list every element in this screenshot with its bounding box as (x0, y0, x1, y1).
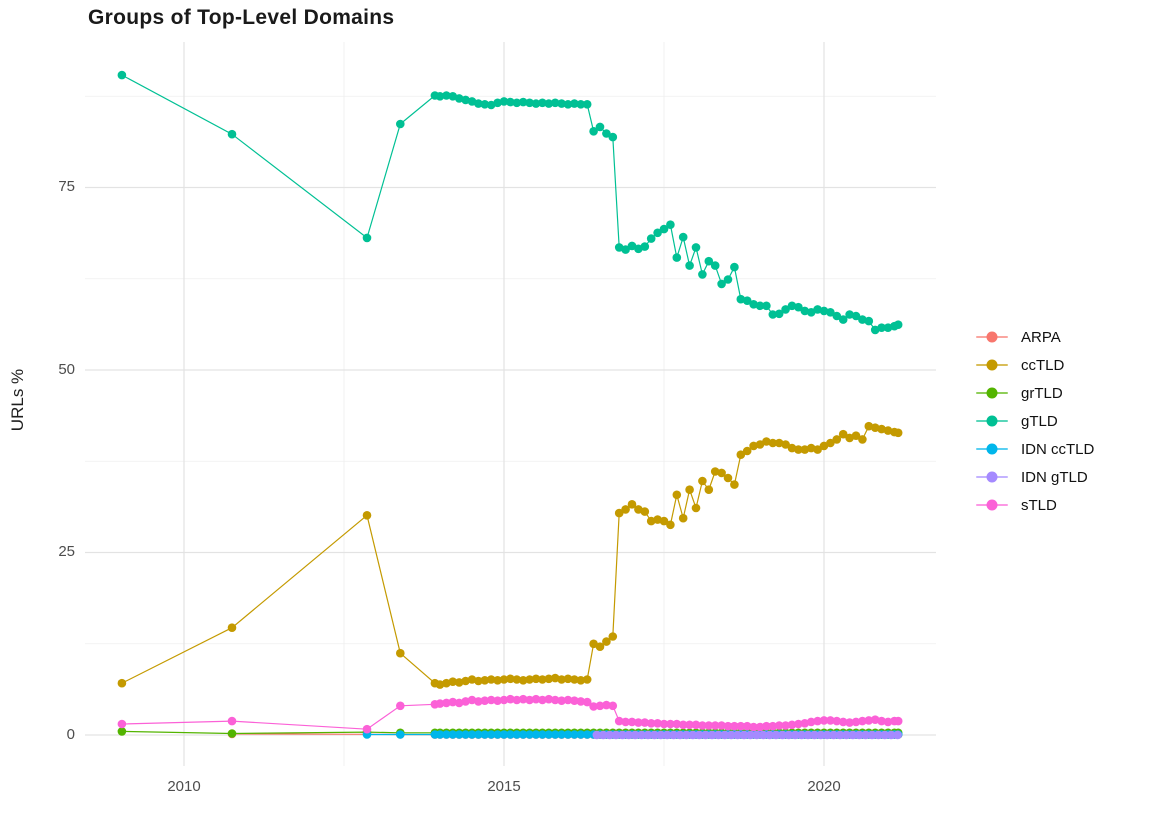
y-tick-75: 75 (58, 178, 75, 195)
legend-label: ccTLD (1021, 356, 1065, 374)
legend-item-idn-cctld: IDN ccTLD (976, 435, 1094, 463)
legend-key-arpa-icon (976, 330, 1008, 344)
legend-key-stld-icon (976, 498, 1008, 512)
series-cctld (117, 421, 903, 689)
legend-key-idn-cctld-icon (976, 442, 1008, 456)
y-tick-25: 25 (58, 543, 75, 560)
legend-label: IDN ccTLD (1021, 440, 1095, 458)
legend-item-arpa: ARPA (976, 323, 1094, 351)
legend: ARPA ccTLD grTLD gTLD IDN ccTLD IDN gTLD… (976, 323, 1094, 519)
legend-key-gtld-icon (976, 414, 1008, 428)
y-axis-title: URLs % (8, 368, 27, 432)
legend-label: ARPA (1021, 328, 1061, 346)
legend-item-grtld: grTLD (976, 379, 1094, 407)
legend-key-cctld-icon (976, 358, 1008, 372)
legend-key-idn-gtld-icon (976, 470, 1008, 484)
y-tick-50: 50 (58, 361, 75, 378)
legend-key-grtld-icon (976, 386, 1008, 400)
legend-item-idn-gtld: IDN gTLD (976, 463, 1094, 491)
series-idn-gtld (592, 730, 902, 740)
legend-label: sTLD (1021, 496, 1057, 514)
chart-title: Groups of Top-Level Domains (88, 6, 395, 29)
x-tick-2020: 2020 (807, 778, 841, 795)
legend-label: IDN gTLD (1021, 468, 1088, 486)
series-stld (117, 694, 903, 734)
legend-item-gtld: gTLD (976, 407, 1094, 435)
series-gtld (117, 70, 903, 335)
x-tick-2015: 2015 (487, 778, 521, 795)
x-tick-2010: 2010 (167, 778, 201, 795)
legend-item-cctld: ccTLD (976, 351, 1094, 379)
y-tick-0: 0 (66, 726, 75, 743)
legend-label: gTLD (1021, 412, 1058, 430)
legend-label: grTLD (1021, 384, 1063, 402)
legend-item-stld: sTLD (976, 491, 1094, 519)
